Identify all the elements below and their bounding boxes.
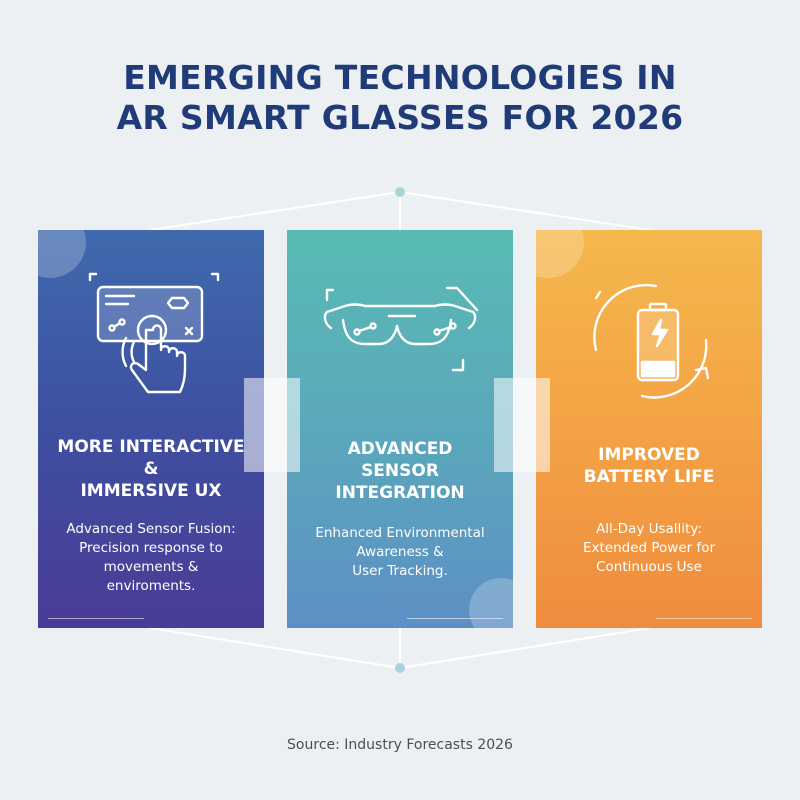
card-description: Enhanced Environmental Awareness & User … bbox=[315, 525, 485, 579]
page-title: EMERGING TECHNOLOGIES IN AR SMART GLASSE… bbox=[0, 58, 800, 138]
card-sensor-integration: ADVANCED SENSOR INTEGRATION Enhanced Env… bbox=[287, 230, 513, 628]
connector-right bbox=[494, 378, 550, 472]
card-title: ADVANCED SENSOR INTEGRATION bbox=[335, 439, 465, 503]
card-title: MORE INTERACTIVE & IMMERSIVE UX bbox=[57, 437, 245, 501]
touch-hand-icon bbox=[88, 272, 220, 394]
card-interactive-ux: MORE INTERACTIVE & IMMERSIVE UX Advanced… bbox=[38, 230, 264, 628]
card-title: IMPROVED BATTERY LIFE bbox=[583, 445, 715, 487]
card-description: Advanced Sensor Fusion: Precision respon… bbox=[66, 521, 236, 594]
smart-glasses-icon bbox=[323, 286, 479, 372]
source-caption: Source: Industry Forecasts 2026 bbox=[287, 737, 513, 753]
title-line-1: EMERGING TECHNOLOGIES IN bbox=[123, 58, 677, 97]
card-battery-life: IMPROVED BATTERY LIFE All-Day Usallity: … bbox=[536, 230, 762, 628]
top-dot bbox=[395, 187, 405, 197]
bottom-dot bbox=[395, 663, 405, 673]
battery-charging-icon bbox=[593, 283, 710, 399]
connector-left bbox=[244, 378, 300, 472]
title-line-2: AR SMART GLASSES FOR 2026 bbox=[116, 98, 684, 137]
card-description: All-Day Usallity: Extended Power for Con… bbox=[582, 521, 716, 575]
